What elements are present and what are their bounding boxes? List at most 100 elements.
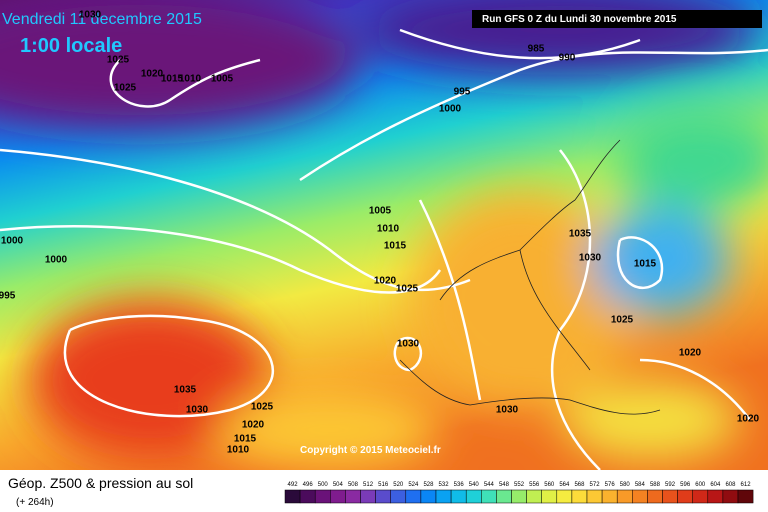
colorbar-swatch <box>586 489 603 504</box>
colorbar-label: 608 <box>725 482 736 488</box>
colorbar-label: 540 <box>469 482 480 488</box>
colorbar-label: 536 <box>454 482 465 488</box>
colorbar-label: 532 <box>439 482 450 488</box>
isobar-label: 1015 <box>634 259 657 270</box>
colorbar-swatch <box>465 489 482 504</box>
colorbar-label: 496 <box>303 482 314 488</box>
colorbar-swatch <box>571 489 588 504</box>
colorbar: 492 496 500 504 508 512 516 520 524 528 532 536 540 5… <box>284 482 754 504</box>
colorbar-swatch <box>677 489 693 504</box>
isobar-label: 1030 <box>79 10 102 21</box>
isobar-label: 1020 <box>737 414 760 425</box>
isobar-label: 1035 <box>174 385 197 396</box>
isobar-label: 1025 <box>611 315 634 326</box>
copyright: Copyright © 2015 Meteociel.fr <box>300 445 441 456</box>
colorbar-swatch <box>616 489 633 504</box>
isobar-label: 1030 <box>579 253 602 264</box>
colorbar-label: 492 <box>288 482 299 488</box>
colorbar-label: 588 <box>650 482 661 488</box>
isobar-label: 990 <box>559 53 576 64</box>
isobar-label: 1025 <box>251 402 274 413</box>
isobar-label: 1015 <box>161 74 184 85</box>
colorbar-label: 572 <box>590 482 601 488</box>
colorbar-swatch <box>330 489 346 504</box>
isobar-label: 1025 <box>396 284 419 295</box>
isobar-label: 1020 <box>374 276 397 287</box>
isobar-label: 995 <box>454 87 471 98</box>
isobar-label: 1020 <box>242 420 265 431</box>
isobar-label: 1020 <box>141 69 164 80</box>
colorbar-label: 552 <box>514 482 525 488</box>
colorbar-swatch <box>647 489 663 504</box>
colorbar-swatch <box>345 489 361 504</box>
colorbar-label: 520 <box>393 482 404 488</box>
colorbar-label: 528 <box>423 482 434 488</box>
colorbar-label: 560 <box>544 482 555 488</box>
colorbar-label: 576 <box>605 482 616 488</box>
isobar-label: 1005 <box>211 74 234 85</box>
isobar-label: 1030 <box>186 405 209 416</box>
colorbar-swatch <box>632 489 648 504</box>
isobar-label: 1000 <box>45 255 68 266</box>
isobar-label: 1000 <box>439 104 462 115</box>
colorbar-swatch <box>692 489 709 504</box>
colorbar-label: 564 <box>559 482 570 488</box>
colorbar-swatch <box>299 489 316 504</box>
isobar-label: 1015 <box>234 434 257 445</box>
isobar-label: 1020 <box>679 348 702 359</box>
colorbar-label: 504 <box>333 482 344 488</box>
colorbar-swatch <box>405 489 422 504</box>
colorbar-swatch <box>737 489 754 504</box>
colorbar-label: 516 <box>378 482 389 488</box>
colorbar-swatch <box>662 489 678 504</box>
map <box>0 0 768 470</box>
colorbar-swatch <box>450 489 467 504</box>
isobar-label: 1000 <box>1 236 24 247</box>
colorbar-swatch <box>496 489 512 504</box>
isobar-label: 1005 <box>369 206 392 217</box>
colorbar-label: 508 <box>348 482 359 488</box>
isobar-label: 1025 <box>107 55 130 66</box>
colorbar-swatch <box>435 489 452 504</box>
colorbar-swatch <box>722 489 739 504</box>
colorbar-swatch <box>390 489 407 504</box>
isobar-label: 1035 <box>569 229 592 240</box>
colorbar-label: 580 <box>620 482 631 488</box>
colorbar-swatch <box>314 489 331 504</box>
colorbar-label: 600 <box>695 482 706 488</box>
colorbar-label: 548 <box>499 482 510 488</box>
colorbar-label: 604 <box>710 482 721 488</box>
colorbar-swatch <box>375 489 391 504</box>
isobar-label: 1015 <box>384 241 407 252</box>
run-info: Run GFS 0 Z du Lundi 30 novembre 2015 <box>482 14 677 25</box>
colorbar-swatch <box>420 489 437 504</box>
time: 1:00 locale <box>20 35 122 57</box>
colorbar-swatch <box>284 489 301 504</box>
date: Vendredi 11 decembre 2015 <box>2 11 202 28</box>
colorbar-label: 512 <box>363 482 374 488</box>
colorbar-swatch <box>526 489 542 504</box>
colorbar-swatch <box>360 489 376 504</box>
colorbar-label: 592 <box>665 482 676 488</box>
footer-title: Géop. Z500 & pression au sol <box>8 475 193 491</box>
colorbar-swatch <box>481 489 497 504</box>
isobar-label: 1010 <box>179 74 202 85</box>
isobar-label: 985 <box>528 44 545 55</box>
colorbar-label: 612 <box>741 482 752 488</box>
colorbar-label: 584 <box>635 482 646 488</box>
isobar-label: 1030 <box>397 339 420 350</box>
colorbar-swatch <box>511 489 527 504</box>
colorbar-swatch <box>556 489 573 504</box>
isobar-label: 995 <box>0 291 16 302</box>
colorbar-label: 524 <box>408 482 419 488</box>
colorbar-label: 556 <box>529 482 540 488</box>
colorbar-label: 500 <box>318 482 329 488</box>
isobar-label: 1025 <box>114 83 137 94</box>
colorbar-label: 568 <box>574 482 585 488</box>
colorbar-swatch <box>541 489 558 504</box>
colorbar-label: 544 <box>484 482 495 488</box>
colorbar-swatch <box>707 489 724 504</box>
colorbar-label: 596 <box>680 482 691 488</box>
